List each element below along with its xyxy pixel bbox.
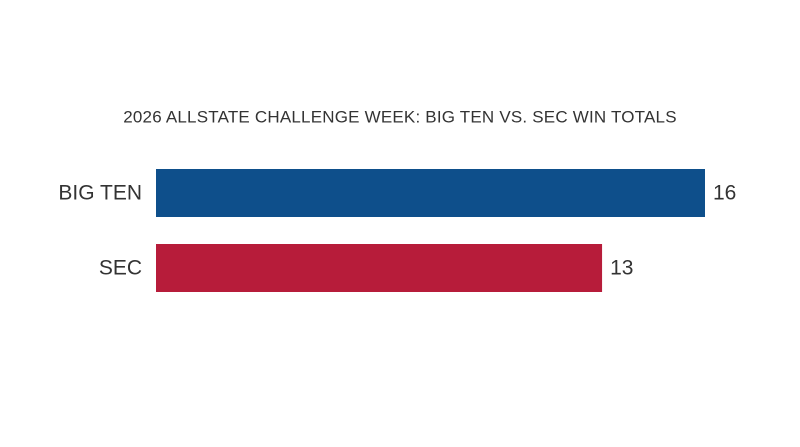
category-label: SEC [99,257,142,280]
value-label: 16 [713,182,736,205]
chart-title: 2026 ALLSTATE CHALLENGE WEEK: BIG TEN VS… [123,107,677,126]
category-label: BIG TEN [58,182,142,205]
value-label: 13 [610,257,633,280]
bar [156,244,603,292]
bar [156,169,705,217]
